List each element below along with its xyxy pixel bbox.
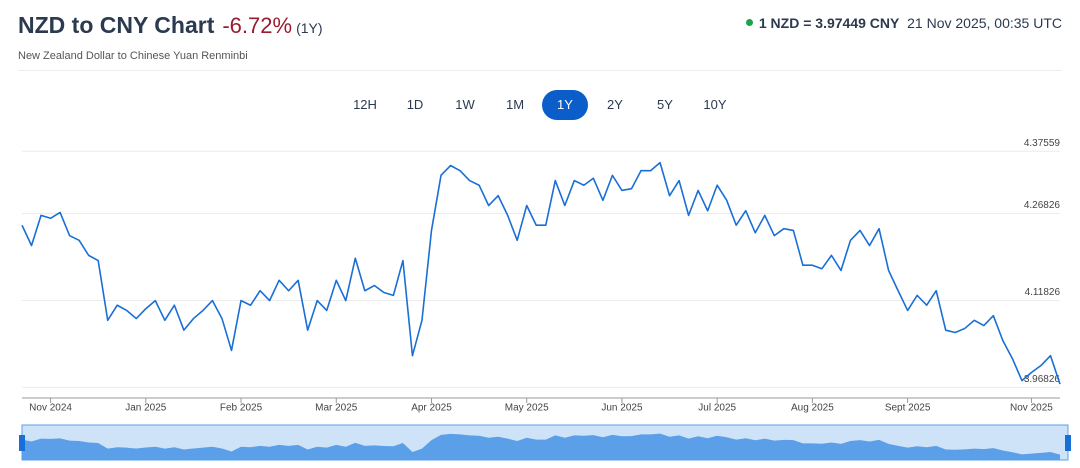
range-button[interactable]: 1Y [542, 90, 588, 120]
navigator-handle [1065, 435, 1071, 451]
y-tick-label: 3.96826 [1024, 374, 1061, 385]
change: -6.72% [222, 13, 293, 38]
x-tick-label: Jul 2025 [698, 403, 736, 414]
range-button[interactable]: 1M [505, 97, 525, 112]
period: (1Y) [296, 20, 323, 36]
x-tick-label: Jun 2025 [601, 403, 643, 414]
x-tick-label: Feb 2025 [220, 403, 263, 414]
range-button[interactable]: 10Y [703, 97, 727, 112]
rate: 1 NZD = 3.97449 CNY [758, 15, 900, 31]
x-tick-label: Jan 2025 [125, 403, 167, 414]
y-tick-label: 4.11826 [1025, 287, 1061, 298]
x-tick-label: Nov 2025 [1010, 403, 1053, 414]
x-tick-label: Nov 2024 [29, 403, 72, 414]
subtitle: New Zealand Dollar to Chinese Yuan Renmi… [18, 50, 248, 62]
y-tick-label: 4.26826 [1024, 200, 1061, 211]
rate-box: 1 NZD = 3.97449 CNY 21 Nov 2025, 00:35 U… [745, 15, 1062, 31]
range-button[interactable]: 5Y [657, 97, 673, 112]
navigator-handle [19, 435, 25, 451]
range-button[interactable]: 1D [406, 97, 424, 112]
title: NZD to CNY Chart [18, 12, 215, 38]
x-tick-label: Aug 2025 [791, 403, 834, 414]
price-line [21, 161, 1061, 385]
header: NZD to CNY Chart -6.72% (1Y) [18, 12, 323, 39]
range-buttons: 12H 1D 1W 1M 1Y 2Y 5Y 10Y [0, 90, 1080, 120]
x-tick-label: Apr 2025 [411, 403, 452, 414]
navigator-area [22, 433, 1060, 460]
divider [18, 70, 1062, 71]
range-button[interactable]: 2Y [607, 97, 623, 112]
y-tick-label: 4.37559 [1024, 138, 1061, 149]
x-tick-label: May 2025 [505, 403, 549, 414]
range-button[interactable]: 12H [353, 97, 377, 112]
x-tick-label: Sept 2025 [885, 403, 931, 414]
range-button[interactable]: 1W [455, 97, 475, 112]
timestamp: 21 Nov 2025, 00:35 UTC [907, 15, 1062, 31]
live-dot [745, 19, 753, 26]
x-tick-label: Mar 2025 [315, 403, 358, 414]
